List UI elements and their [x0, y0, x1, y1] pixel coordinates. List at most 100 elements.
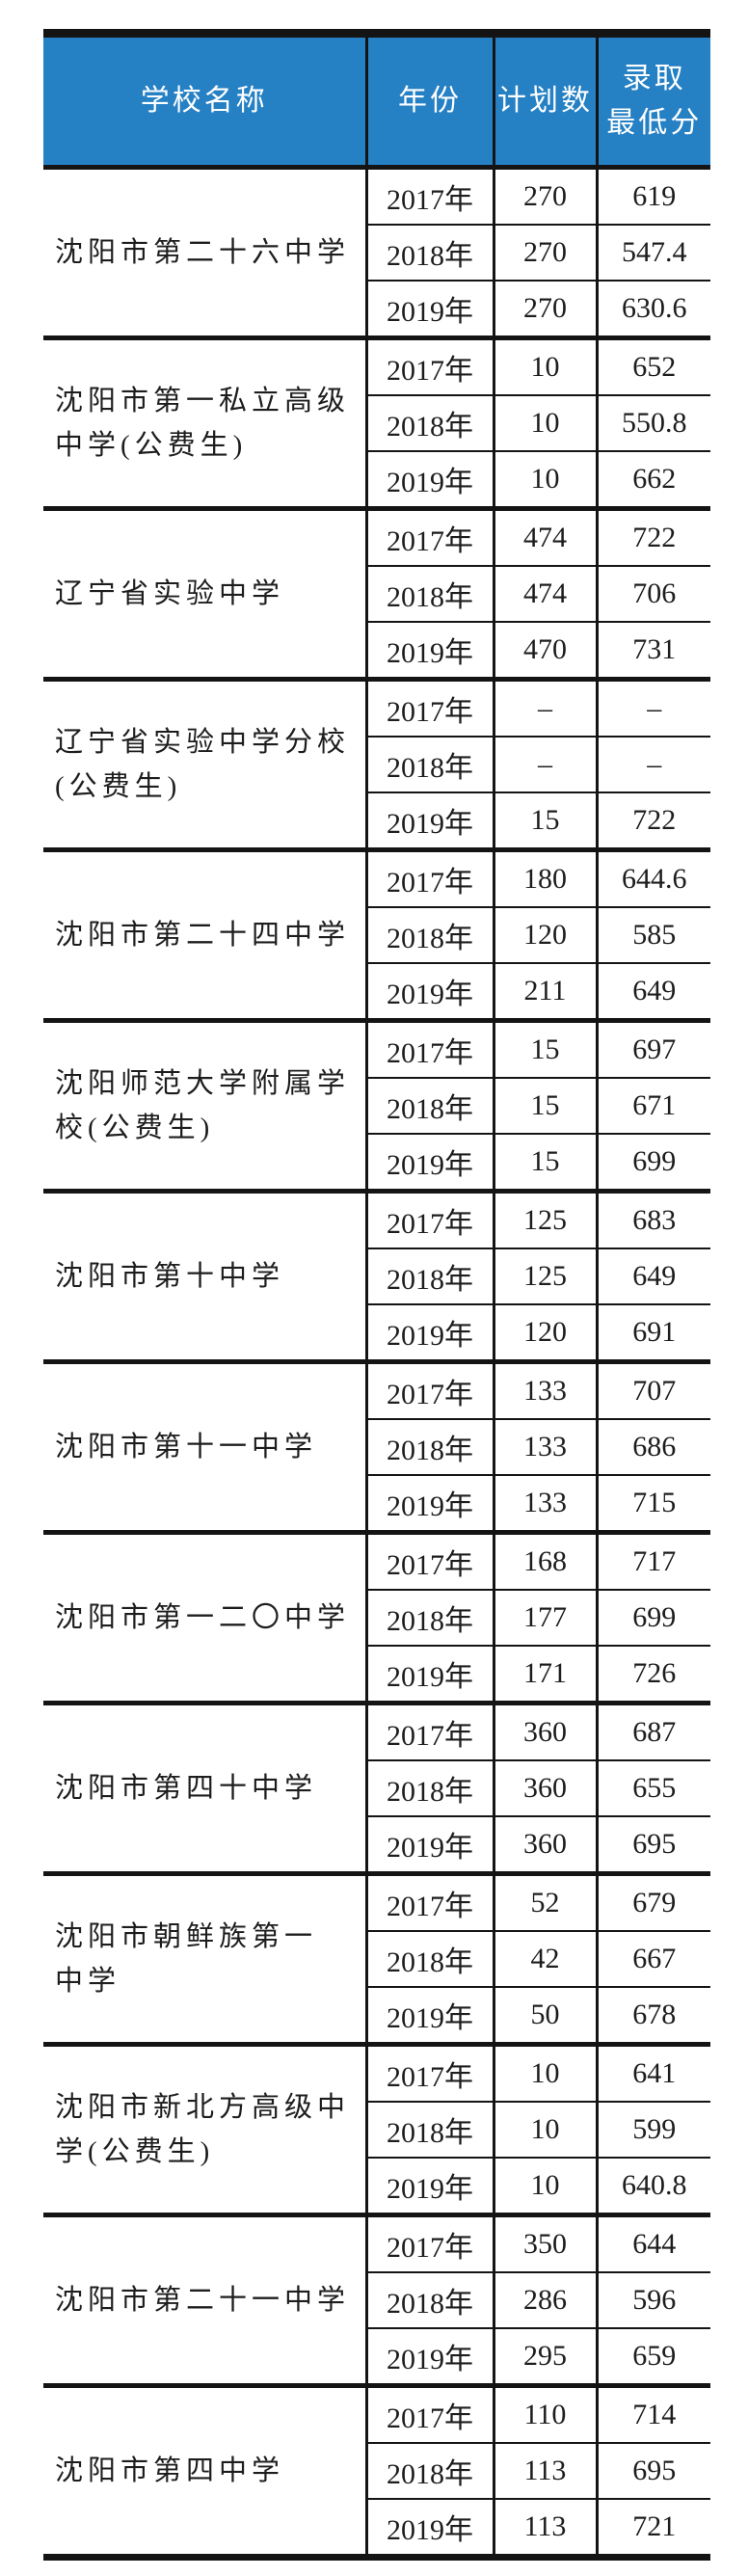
year-cell: 2018年	[364, 1077, 494, 1134]
table-header: 学校名称 年份 计划数 录取 最低分	[43, 33, 710, 170]
school-name-cell: 沈阳市第四中学	[43, 2383, 366, 2558]
table-row: 2019年 360 695	[43, 1815, 710, 1874]
table-row: 2019年 10 662	[43, 450, 710, 509]
plan-cell: 125	[492, 1248, 597, 1304]
plan-cell: 360	[492, 1759, 597, 1816]
year-cell: 2018年	[364, 1759, 494, 1816]
plan-cell: 15	[492, 792, 597, 850]
table-row: 2018年 15 671	[43, 1077, 710, 1134]
table-row: 沈阳市第一私立高级 中学(公费生) 2017年 10 652	[43, 335, 710, 509]
score-cell: 649	[595, 962, 710, 1021]
year-cell: 2017年	[364, 335, 494, 395]
year-cell: 2019年	[364, 1474, 494, 1533]
plan-cell: 270	[492, 280, 597, 338]
year-cell: 2019年	[364, 962, 494, 1021]
year-cell: 2017年	[364, 1701, 494, 1760]
table-row: 2018年 177 699	[43, 1589, 710, 1646]
plan-cell: 120	[492, 1303, 597, 1362]
year-cell: 2018年	[364, 906, 494, 963]
school-name-cell: 沈阳市第四十中学	[43, 1701, 366, 1874]
year-cell: 2018年	[364, 2101, 494, 2158]
plan-cell: 10	[492, 335, 597, 395]
score-cell: 717	[595, 1530, 710, 1590]
score-cell: 695	[595, 2442, 710, 2499]
plan-cell: 133	[492, 1474, 597, 1533]
plan-cell: 133	[492, 1359, 597, 1419]
year-cell: 2018年	[364, 224, 494, 281]
year-cell: 2019年	[364, 1645, 494, 1704]
year-cell: 2019年	[364, 280, 494, 338]
year-cell: 2017年	[364, 1871, 494, 1931]
plan-cell: 10	[492, 2042, 597, 2102]
table-row: 2019年 113 721	[43, 2498, 710, 2558]
year-cell: 2019年	[364, 792, 494, 850]
plan-cell: 177	[492, 1589, 597, 1646]
score-cell: 715	[595, 1474, 710, 1533]
header-plan-count: 计划数	[492, 33, 597, 170]
plan-cell: 52	[492, 1871, 597, 1931]
plan-cell: 295	[492, 2327, 597, 2386]
table-row: 2019年 295 659	[43, 2327, 710, 2386]
score-cell: 644.6	[595, 847, 710, 907]
score-cell: 619	[595, 165, 710, 225]
score-cell: 599	[595, 2101, 710, 2158]
year-cell: 2018年	[364, 736, 494, 792]
table-row: 2018年 113 695	[43, 2442, 710, 2499]
table-row: 辽宁省实验中学分校 (公费生) 2017年 – –	[43, 677, 710, 850]
plan-cell: 10	[492, 394, 597, 451]
table-row: 2019年 270 630.6	[43, 280, 710, 338]
school-name-cell: 辽宁省实验中学	[43, 506, 366, 680]
year-cell: 2017年	[364, 165, 494, 225]
table-row: 2019年 470 731	[43, 621, 710, 680]
year-cell: 2019年	[364, 2157, 494, 2215]
year-cell: 2017年	[364, 506, 494, 566]
table-row: 沈阳市第一二〇中学 2017年 168 717	[43, 1530, 710, 1704]
plan-cell: 50	[492, 1986, 597, 2045]
table-row: 2019年 211 649	[43, 962, 710, 1021]
table-row: 沈阳市第四中学 2017年 110 714	[43, 2383, 710, 2558]
plan-cell: 470	[492, 621, 597, 680]
year-cell: 2019年	[364, 2327, 494, 2386]
school-name-cell: 沈阳市第二十六中学	[43, 165, 366, 338]
table-row: 辽宁省实验中学 2017年 474 722	[43, 506, 710, 680]
plan-cell: 120	[492, 906, 597, 963]
score-cell: 640.8	[595, 2157, 710, 2215]
score-cell: 697	[595, 1018, 710, 1078]
table-row: 沈阳市第二十四中学 2017年 180 644.6	[43, 847, 710, 1021]
score-cell: 699	[595, 1589, 710, 1646]
school-name-cell: 沈阳市朝鲜族第一 中学	[43, 1871, 366, 2045]
score-cell: –	[595, 677, 710, 737]
year-cell: 2017年	[364, 2042, 494, 2102]
plan-cell: 211	[492, 962, 597, 1021]
plan-cell: 113	[492, 2498, 597, 2558]
plan-cell: 360	[492, 1701, 597, 1760]
table-row: 沈阳市第十中学 2017年 125 683	[43, 1189, 710, 1362]
plan-cell: 168	[492, 1530, 597, 1590]
school-name-cell: 沈阳师范大学附属学 校(公费生)	[43, 1018, 366, 1192]
school-name-cell: 沈阳市第十一中学	[43, 1359, 366, 1533]
score-cell: 630.6	[595, 280, 710, 338]
score-cell: 714	[595, 2383, 710, 2443]
table-row: 2018年 120 585	[43, 906, 710, 963]
year-cell: 2019年	[364, 1133, 494, 1192]
plan-cell: 15	[492, 1077, 597, 1134]
year-cell: 2017年	[364, 1189, 494, 1248]
score-cell: 641	[595, 2042, 710, 2102]
score-cell: 707	[595, 1359, 710, 1419]
plan-cell: 42	[492, 1930, 597, 1987]
score-cell: 644	[595, 2213, 710, 2272]
score-cell: 722	[595, 792, 710, 850]
header-min-score: 录取 最低分	[595, 33, 710, 170]
plan-cell: 125	[492, 1189, 597, 1248]
school-name-cell: 沈阳市第十中学	[43, 1189, 366, 1362]
plan-cell: 474	[492, 506, 597, 566]
table-row: 2018年 360 655	[43, 1759, 710, 1816]
year-cell: 2019年	[364, 2498, 494, 2558]
plan-cell: 15	[492, 1133, 597, 1192]
school-name-cell: 辽宁省实验中学分校 (公费生)	[43, 677, 366, 850]
year-cell: 2019年	[364, 1815, 494, 1874]
plan-cell: 286	[492, 2271, 597, 2328]
plan-cell: 10	[492, 2101, 597, 2158]
plan-cell: 270	[492, 165, 597, 225]
school-name-cell: 沈阳市新北方高级中 学(公费生)	[43, 2042, 366, 2215]
